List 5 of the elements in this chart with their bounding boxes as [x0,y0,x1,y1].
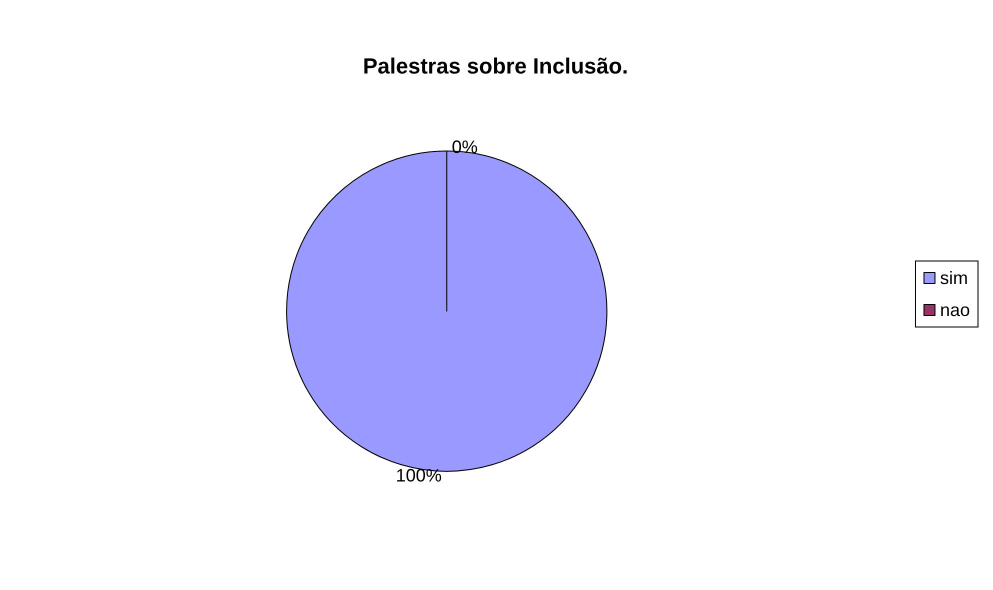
legend-label: sim [940,268,968,288]
data-label: 100% [396,465,442,486]
chart-title: Palestras sobre Inclusão. [362,54,628,78]
legend-label: nao [940,300,970,320]
text: 0% [452,137,478,157]
